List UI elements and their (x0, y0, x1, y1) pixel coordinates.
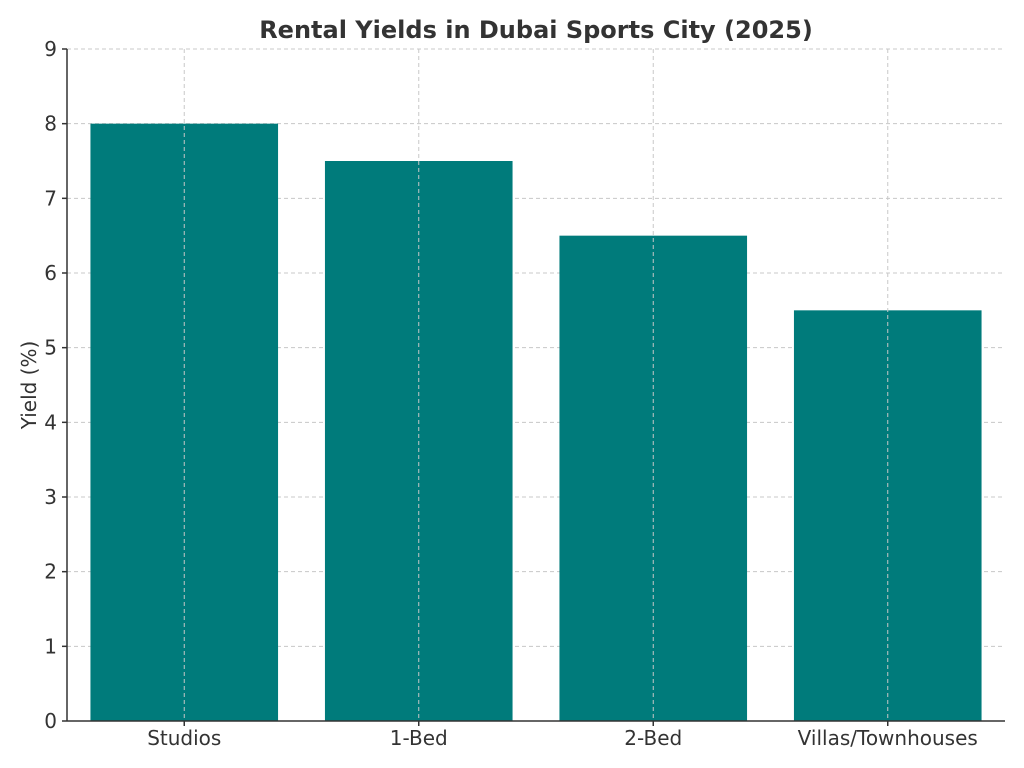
y-tick-label: 8 (44, 112, 57, 136)
y-tick-label: 9 (44, 37, 57, 61)
y-tick-label: 3 (44, 485, 57, 509)
x-axis-ticks: Studios 1-Bed 2-Bed Villas/Townhouses (147, 721, 978, 750)
y-axis-ticks: 0 1 2 3 4 5 6 7 8 9 (44, 37, 67, 733)
y-tick-label: 1 (44, 634, 57, 658)
bars (90, 49, 982, 721)
chart-title: Rental Yields in Dubai Sports City (2025… (259, 16, 813, 44)
x-tick-label: 1-Bed (390, 726, 448, 750)
y-tick-label: 7 (44, 186, 57, 210)
y-tick-label: 0 (44, 709, 57, 733)
y-tick-label: 4 (44, 410, 57, 434)
x-tick-label: 2-Bed (624, 726, 682, 750)
axes (66, 49, 1005, 722)
x-tick-label: Villas/Townhouses (798, 726, 978, 750)
y-tick-label: 6 (44, 261, 57, 285)
y-axis-label: Yield (%) (17, 341, 41, 431)
y-tick-label: 2 (44, 560, 57, 584)
y-tick-label: 5 (44, 336, 57, 360)
x-tick-label: Studios (147, 726, 221, 750)
